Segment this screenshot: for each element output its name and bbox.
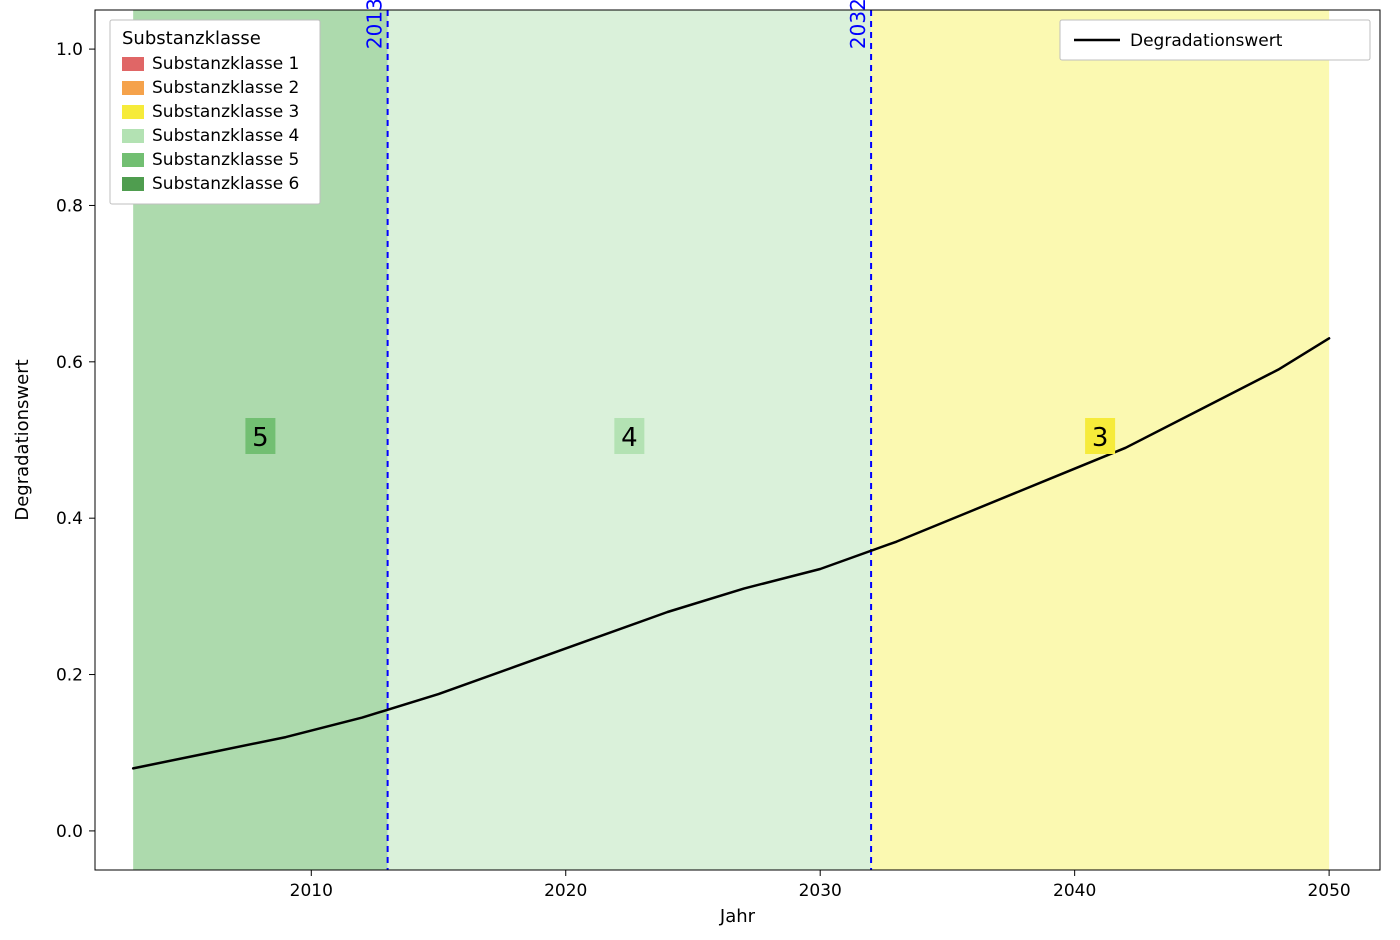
chart-svg: 5 4 3 2013 2032 2010 2020 2030 2040 2050 0.0 0.2 0.4… xyxy=(0,0,1400,940)
svg-text:5: 5 xyxy=(252,423,269,453)
svg-text:0.6: 0.6 xyxy=(56,353,83,373)
svg-text:1.0: 1.0 xyxy=(56,40,83,60)
svg-text:2040: 2040 xyxy=(1053,881,1096,901)
svg-text:Substanzklasse 6: Substanzklasse 6 xyxy=(152,174,299,194)
svg-text:0.4: 0.4 xyxy=(56,509,83,529)
svg-text:Substanzklasse 4: Substanzklasse 4 xyxy=(152,126,299,146)
svg-text:Degradationswert: Degradationswert xyxy=(12,359,33,520)
svg-text:0.8: 0.8 xyxy=(56,196,83,216)
svg-text:Substanzklasse 5: Substanzklasse 5 xyxy=(152,150,299,170)
svg-text:Jahr: Jahr xyxy=(719,906,756,927)
degradation-chart: 5 4 3 2013 2032 2010 2020 2030 2040 2050 0.0 0.2 0.4… xyxy=(0,0,1400,940)
svg-text:0.2: 0.2 xyxy=(56,666,83,686)
svg-text:2013: 2013 xyxy=(363,0,387,49)
svg-text:2020: 2020 xyxy=(544,881,587,901)
svg-text:Substanzklasse 1: Substanzklasse 1 xyxy=(152,54,299,74)
svg-text:2050: 2050 xyxy=(1307,881,1350,901)
svg-text:Substanzklasse 3: Substanzklasse 3 xyxy=(152,102,299,122)
svg-text:2032: 2032 xyxy=(846,0,870,49)
svg-text:3: 3 xyxy=(1092,423,1109,453)
svg-text:2010: 2010 xyxy=(290,881,333,901)
svg-text:Degradationswert: Degradationswert xyxy=(1130,31,1283,51)
svg-text:2030: 2030 xyxy=(799,881,842,901)
svg-text:Substanzklasse: Substanzklasse xyxy=(122,28,261,49)
svg-text:0.0: 0.0 xyxy=(56,822,83,842)
svg-text:Substanzklasse 2: Substanzklasse 2 xyxy=(152,78,299,98)
svg-text:4: 4 xyxy=(621,423,638,453)
